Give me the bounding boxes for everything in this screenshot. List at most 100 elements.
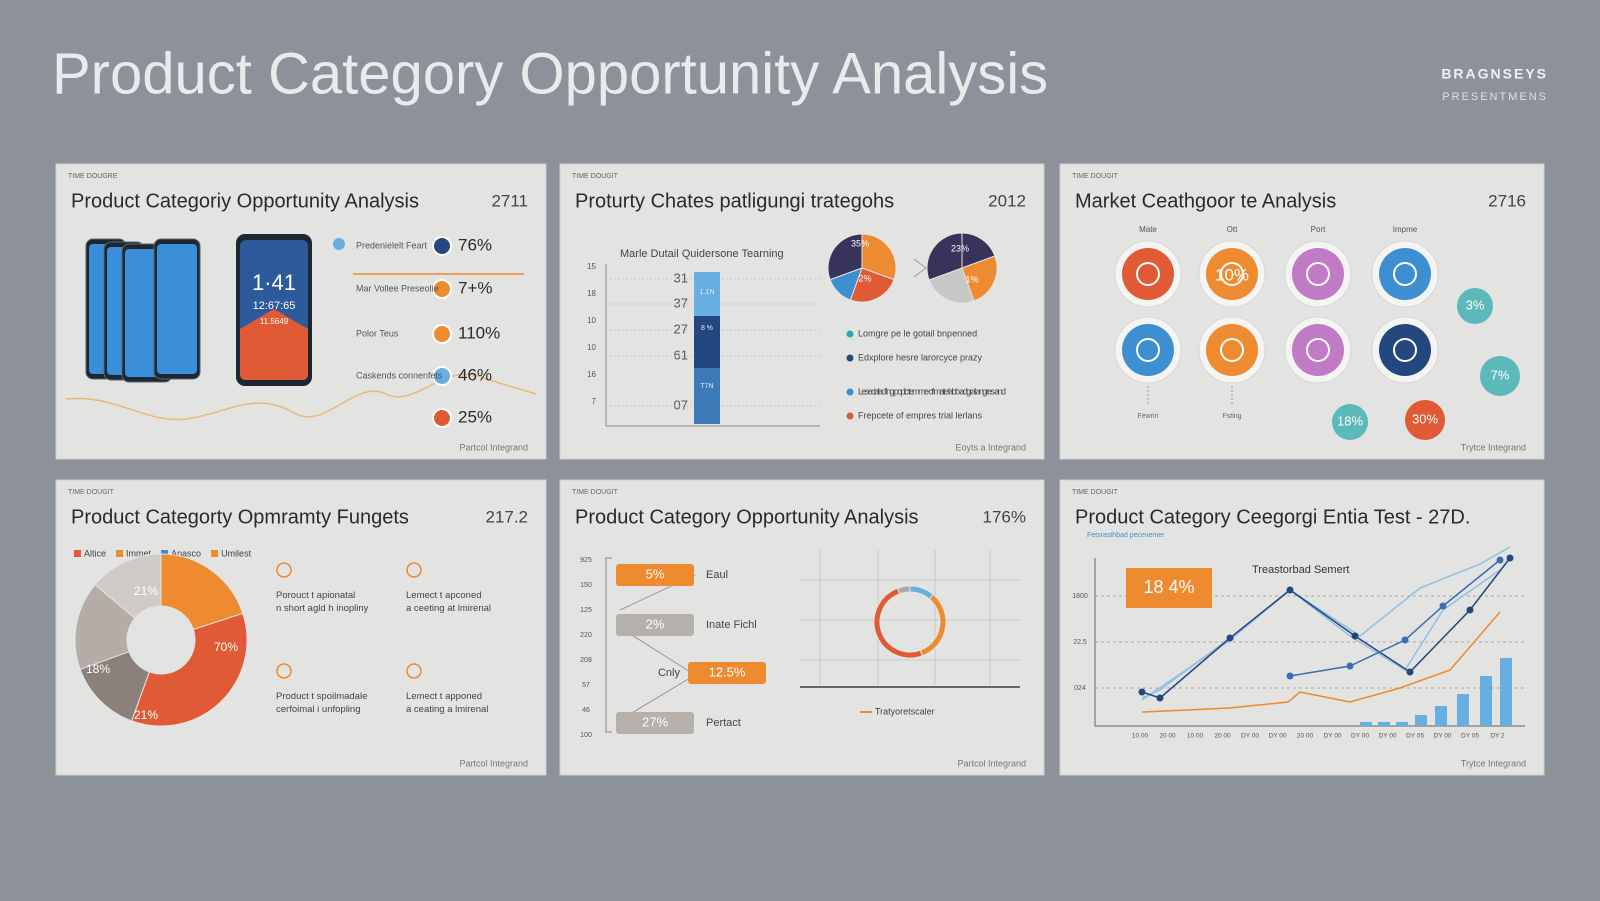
point [1286,672,1294,680]
legend-swatch [161,550,169,557]
icon-glyph [1306,262,1330,286]
side-label: 18% [1337,413,1363,428]
legend-swatch [74,550,81,557]
legend-swatch [211,550,219,557]
icon [1292,248,1344,300]
legend-label: Immet [126,548,152,558]
tag-value: 5% [646,566,665,581]
side-bubble [1480,356,1520,396]
legend-dot [846,412,854,420]
axis-label: 57 [582,682,590,689]
slide-tag: TIME DOUGIT [572,173,619,180]
pie-slice [94,553,162,619]
tag-value: 27% [642,714,668,729]
point [1466,606,1474,614]
slide-background [559,163,1045,460]
icon [1206,248,1258,300]
icon-value: 10% [1215,265,1249,284]
note-line: Lemect t apponed [406,691,482,702]
slide: TIME DOUGRE Product Categoriy Opportunity… [55,163,547,460]
note-line: a ceating a lmirenal [406,704,488,715]
phone-screen-accent [240,309,308,380]
icon-glyph [1220,338,1244,362]
badge [1126,568,1212,608]
point [1226,634,1234,642]
point [1286,586,1294,594]
x-label: 10 00 [1187,733,1204,740]
chart-title: Marle Dutail Quidersone Tearning [620,248,784,260]
note: Lemect t apponed a ceating a lmirenal [406,691,488,715]
bar [1378,722,1390,726]
segment-label: T7N [700,383,713,390]
pie-slice [130,612,248,727]
legend-label: Umilest [221,548,252,558]
pie-slice [897,585,911,595]
bar [1480,676,1492,726]
axis-label: 220 [580,632,592,639]
note: Product t spoilmadale cerfoimal i unfopli… [276,691,367,715]
bar-segment [694,368,720,424]
donut-label: 70% [214,640,238,654]
legend-label: Apasco [171,548,201,558]
bar-label: 31 [674,270,688,285]
axis-label: 16 [587,370,596,379]
slide-title: Product Category Opportunity Analysis [575,506,919,528]
tag-label: Inate Fichl [706,619,757,631]
axis-label: 925 [580,557,592,564]
pie-label: 35% [851,238,869,248]
background-line [65,373,537,421]
side-bubble [1332,404,1368,440]
x-label: DY 05 [1406,733,1424,740]
bar [1396,722,1408,726]
donut-label: 21% [134,584,158,598]
bar-segment [694,316,720,368]
pie-slice [160,553,244,631]
note: Lemect t apconed a ceeting at lmirenal [406,590,491,614]
tag-label: Cnly [658,667,681,679]
trend-line [1141,557,1511,699]
note-icon [276,663,292,679]
x-label: 20 00 [1159,733,1176,740]
tag-label: Eaul [706,569,728,581]
note-line: Product t spoilmadale [276,691,367,702]
slide-number: 217.2 [485,507,528,526]
page-title: Product Category Opportunity Analysis [52,41,1048,106]
tag-label: Pertact [706,717,741,729]
column-label: Ott [1227,225,1238,234]
bracket [605,557,612,733]
pie-label: 1% [965,274,978,284]
point [1439,602,1447,610]
bottom-label: Fsting [1222,413,1241,420]
tag-box [616,564,694,586]
legend-label: Tratyoretscaler [875,706,935,716]
phone-sub: 11.5649 [260,317,289,326]
icon [1122,248,1174,300]
brand: BRAGNSEYS [1441,66,1548,82]
note-line: a ceeting at lmirenal [406,603,491,614]
slide-title: Product Categoriy Opportunity Analysis [71,190,419,212]
bar-segment [694,272,720,316]
slide: TIME DOUGIT Proturty Chates patligungi tr… [559,163,1045,460]
icon [1206,324,1258,376]
axis-label: 150 [580,582,592,589]
axis-label: 7 [592,397,597,406]
item-icon [432,279,452,299]
slide-title: Product Categorty Opmramty Fungets [71,506,409,528]
point [1496,556,1504,564]
bar [1415,715,1427,726]
y-label: 024 [1074,685,1086,692]
axis-label: 125 [580,607,592,614]
legend-label: Edxplore hesre larorcyce prazy [858,352,983,362]
side-bubble [1405,400,1445,440]
slide-title: Product Category Ceegorgi Entia Test - 2… [1075,506,1470,528]
bar [1500,658,1512,726]
side-label: 7% [1491,367,1510,382]
item-icon [432,366,452,386]
item-value: 76% [458,235,492,254]
x-label: 10 00 [1132,733,1149,740]
brand-sub: PRESENTMENS [1442,91,1548,103]
legend-dot [846,330,854,338]
x-label: 20 00 [1297,733,1314,740]
pie-label: 23% [951,243,969,253]
